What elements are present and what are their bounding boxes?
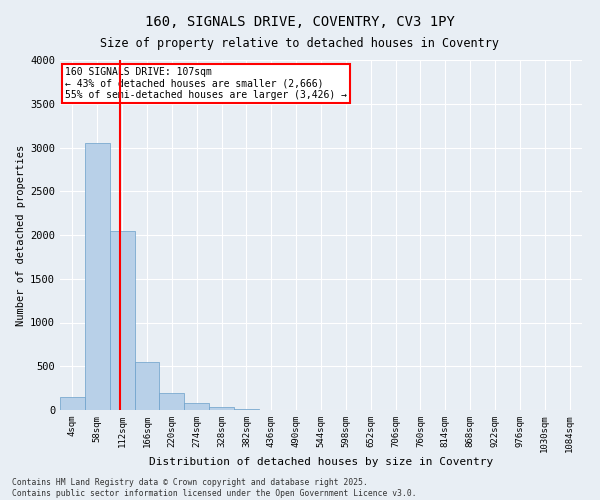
Bar — [209, 408, 234, 410]
X-axis label: Distribution of detached houses by size in Coventry: Distribution of detached houses by size … — [149, 456, 493, 466]
Bar — [134, 362, 160, 410]
Text: 160, SIGNALS DRIVE, COVENTRY, CV3 1PY: 160, SIGNALS DRIVE, COVENTRY, CV3 1PY — [145, 15, 455, 29]
Bar — [110, 230, 134, 410]
Bar — [234, 409, 259, 410]
Bar — [85, 143, 110, 410]
Bar — [184, 404, 209, 410]
Y-axis label: Number of detached properties: Number of detached properties — [16, 144, 26, 326]
Bar — [160, 392, 184, 410]
Text: 160 SIGNALS DRIVE: 107sqm
← 43% of detached houses are smaller (2,666)
55% of se: 160 SIGNALS DRIVE: 107sqm ← 43% of detac… — [65, 67, 347, 100]
Bar — [60, 397, 85, 410]
Text: Size of property relative to detached houses in Coventry: Size of property relative to detached ho… — [101, 38, 499, 51]
Text: Contains HM Land Registry data © Crown copyright and database right 2025.
Contai: Contains HM Land Registry data © Crown c… — [12, 478, 416, 498]
